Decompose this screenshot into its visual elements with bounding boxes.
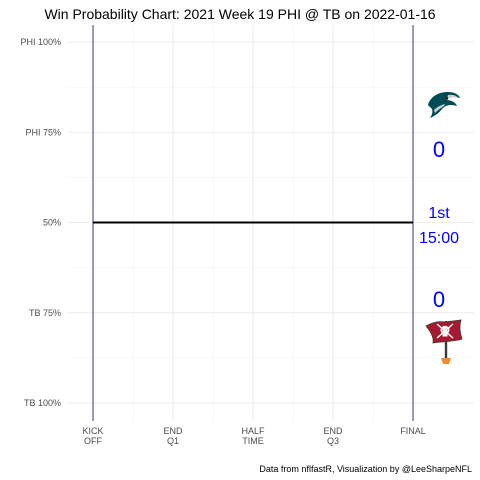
y-tick-label: TB 100% (24, 398, 61, 408)
y-tick-label: PHI 100% (20, 37, 61, 47)
y-tick-label: 50% (43, 218, 61, 228)
x-tick-label: FINAL (400, 426, 426, 436)
x-tick-label: OFF (84, 436, 102, 446)
y-axis-labels: TB 100% TB 75% 50% PHI 75% PHI 100% (20, 37, 61, 408)
chart-caption: Data from nflfastR, Visualization by @Le… (259, 464, 472, 474)
x-tick-label: TIME (242, 436, 264, 446)
x-tick-label: END (323, 426, 343, 436)
home-score: 0 (433, 287, 445, 312)
pirate-flag-logo-icon (425, 319, 463, 364)
y-tick-label: PHI 75% (25, 127, 61, 137)
chart-title: Win Probability Chart: 2021 Week 19 PHI … (44, 6, 435, 22)
x-tick-label: END (163, 426, 183, 436)
x-tick-label: HALF (241, 426, 265, 436)
y-tick-label: TB 75% (29, 308, 61, 318)
x-tick-label: Q3 (327, 436, 339, 446)
x-tick-label: KICK (82, 426, 103, 436)
game-clock: 15:00 (419, 230, 459, 247)
x-tick-label: Q1 (167, 436, 179, 446)
away-score: 0 (433, 137, 445, 162)
quarter-label: 1st (428, 205, 450, 222)
eagle-head-logo-icon (428, 92, 461, 118)
